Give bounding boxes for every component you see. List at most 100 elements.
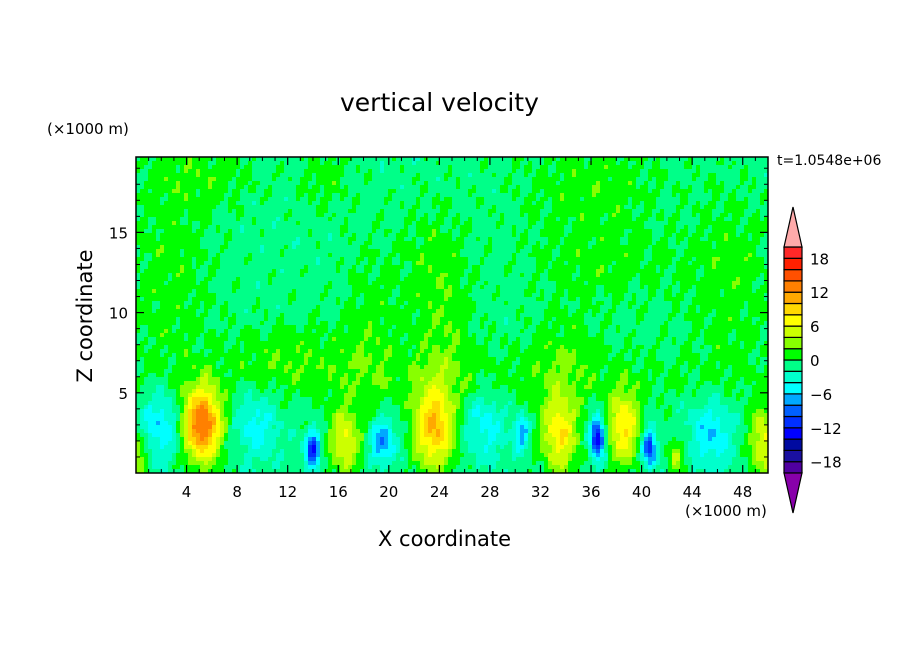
heatmap-cell	[356, 281, 360, 285]
heatmap-cell	[340, 217, 344, 221]
heatmap-cell	[180, 201, 184, 205]
heatmap-cell	[456, 161, 460, 165]
heatmap-cell	[396, 181, 400, 185]
heatmap-cell	[656, 265, 660, 269]
heatmap-cell	[300, 177, 304, 181]
heatmap-cell	[380, 277, 384, 281]
heatmap-cell	[708, 201, 712, 205]
heatmap-cell	[432, 265, 436, 269]
heatmap-cell	[316, 229, 320, 233]
heatmap-cell	[516, 213, 520, 217]
heatmap-cell	[248, 265, 252, 269]
heatmap-cell	[144, 205, 148, 209]
heatmap-cell	[332, 205, 336, 209]
heatmap-cell	[436, 165, 440, 169]
heatmap-cell	[644, 157, 648, 161]
heatmap-cell	[168, 245, 172, 249]
heatmap-cell	[296, 205, 300, 209]
heatmap-cell	[424, 253, 428, 257]
heatmap-cell	[760, 225, 764, 229]
heatmap-cell	[264, 201, 268, 205]
heatmap-cell	[576, 265, 580, 269]
heatmap-cell	[604, 181, 608, 185]
heatmap-cell	[268, 169, 272, 173]
heatmap-cell	[352, 281, 356, 285]
heatmap-cell	[188, 233, 192, 237]
heatmap-cell	[528, 277, 532, 281]
heatmap-cell	[380, 209, 384, 213]
heatmap-cell	[460, 237, 464, 241]
heatmap-cell	[668, 177, 672, 181]
heatmap-cell	[752, 221, 756, 225]
heatmap-cell	[312, 273, 316, 277]
heatmap-cell	[156, 205, 160, 209]
heatmap-cell	[348, 217, 352, 221]
heatmap-cell	[292, 177, 296, 181]
heatmap-cell	[456, 205, 460, 209]
heatmap-cell	[640, 277, 644, 281]
heatmap-cell	[212, 157, 216, 161]
heatmap-cell	[544, 185, 548, 189]
heatmap-cell	[592, 261, 596, 265]
heatmap-cell	[484, 185, 488, 189]
heatmap-cell	[520, 221, 524, 225]
heatmap-cell	[736, 173, 740, 177]
heatmap-cell	[728, 217, 732, 221]
heatmap-cell	[148, 185, 152, 189]
heatmap-cell	[140, 193, 144, 197]
heatmap-cell	[700, 189, 704, 193]
heatmap-cell	[612, 193, 616, 197]
heatmap-cell	[340, 185, 344, 189]
heatmap-cell	[408, 181, 412, 185]
heatmap-cell	[504, 185, 508, 189]
heatmap-cell	[320, 269, 324, 273]
heatmap-cell	[524, 265, 528, 269]
heatmap-cell	[460, 229, 464, 233]
heatmap-cell	[640, 237, 644, 241]
heatmap-cell	[308, 201, 312, 205]
heatmap-cell	[556, 161, 560, 165]
heatmap-cell	[656, 201, 660, 205]
heatmap-cell	[448, 277, 452, 281]
heatmap-cell	[296, 245, 300, 249]
heatmap-cell	[436, 237, 440, 241]
heatmap-cell	[216, 189, 220, 193]
heatmap-cell	[380, 161, 384, 165]
heatmap-cell	[544, 189, 548, 193]
heatmap-cell	[480, 245, 484, 249]
heatmap-cell	[496, 261, 500, 265]
heatmap-cell	[752, 277, 756, 281]
heatmap-cell	[512, 257, 516, 261]
heatmap-cell	[744, 213, 748, 217]
heatmap-cell	[248, 281, 252, 285]
heatmap-cell	[488, 181, 492, 185]
heatmap-cell	[704, 273, 708, 277]
heatmap-cell	[276, 261, 280, 265]
heatmap-cell	[260, 181, 264, 185]
heatmap-cell	[276, 181, 280, 185]
heatmap-cell	[692, 201, 696, 205]
heatmap-cell	[644, 213, 648, 217]
heatmap-cell	[640, 233, 644, 237]
heatmap-cell	[228, 261, 232, 265]
heatmap-cell	[296, 165, 300, 169]
heatmap-cell	[564, 277, 568, 281]
heatmap-cell	[184, 209, 188, 213]
heatmap-cell	[664, 221, 668, 225]
heatmap-cell	[696, 257, 700, 261]
heatmap-cell	[308, 205, 312, 209]
heatmap-cell	[708, 233, 712, 237]
heatmap-cell	[456, 173, 460, 177]
heatmap-cell	[672, 273, 676, 277]
heatmap-cell	[540, 209, 544, 213]
heatmap-cell	[724, 265, 728, 269]
heatmap-cell	[692, 277, 696, 281]
heatmap-cell	[652, 233, 656, 237]
heatmap-cell	[556, 261, 560, 265]
heatmap-cell	[568, 277, 572, 281]
heatmap-cell	[656, 249, 660, 253]
heatmap-cell	[564, 273, 568, 277]
heatmap-cell	[364, 209, 368, 213]
heatmap-cell	[728, 177, 732, 181]
heatmap-cell	[460, 233, 464, 237]
